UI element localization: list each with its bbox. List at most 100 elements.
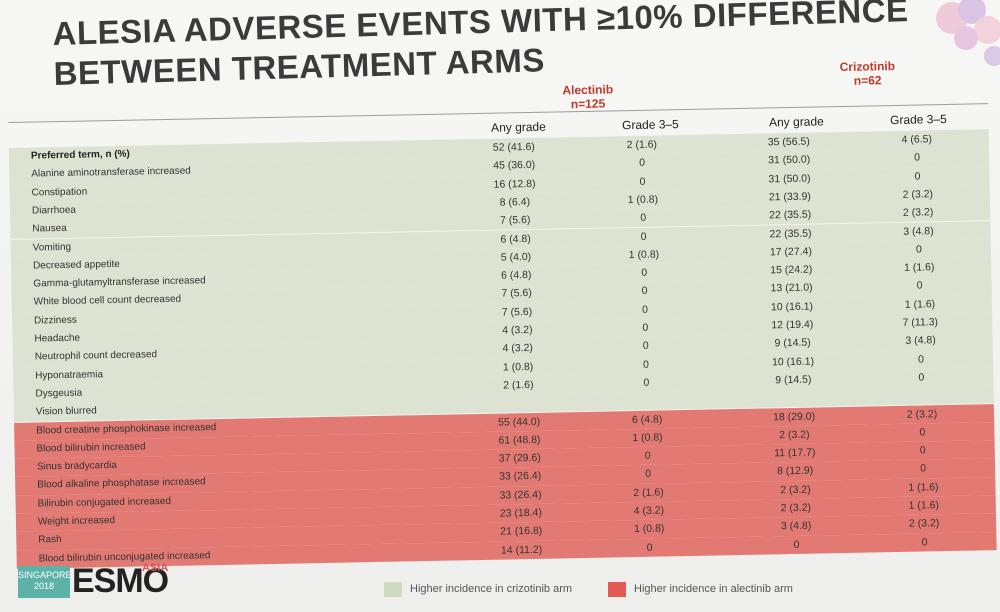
cell-crizotinib-any: 9 (14.5) <box>774 336 811 350</box>
cell-alectinib-any: 4 (3.2) <box>502 342 533 355</box>
cell-crizotinib-any: 12 (19.4) <box>771 318 814 332</box>
cell-crizotinib-grade: 1 (1.6) <box>903 261 935 274</box>
cell-alectinib-any: 2 (1.6) <box>503 378 534 392</box>
logo-line-2: 2018 <box>33 581 55 591</box>
cell-crizotinib-grade: 0 <box>914 151 921 164</box>
cell-crizotinib-any: 35 (56.5) <box>767 135 810 149</box>
cell-crizotinib-grade: 0 <box>918 371 925 384</box>
legend-label-green: Higher incidence in crizotinib arm <box>410 583 573 595</box>
cell-alectinib-grade: 0 <box>646 541 653 554</box>
cell-crizotinib-grade: 3 (4.8) <box>903 224 934 238</box>
cell-crizotinib-grade: 0 <box>916 279 923 292</box>
cell-alectinib-any <box>484 394 554 395</box>
cell-alectinib-any: 4 (3.2) <box>502 323 533 337</box>
cell-alectinib-grade: 0 <box>641 266 648 279</box>
cell-crizotinib-any: 31 (50.0) <box>768 172 811 186</box>
term-name: Dizziness <box>33 314 77 327</box>
esmo-asia-logo: SINGAPORE 2018 ESMO ASIA <box>18 562 169 604</box>
cell-alectinib-grade: 2 (1.6) <box>633 486 664 499</box>
term-name: White blood cell count decreased <box>33 294 182 308</box>
cell-crizotinib-any: 10 (16.1) <box>771 355 815 368</box>
cell-crizotinib-any: 18 (29.0) <box>772 410 816 423</box>
cell-alectinib-any: 33 (26.4) <box>499 488 542 502</box>
cell-crizotinib-any: 8 (12.9) <box>776 465 814 478</box>
term-name: Sinus bradycardia <box>36 460 118 473</box>
cell-alectinib-any: 7 (5.6) <box>499 214 531 227</box>
cell-alectinib-grade: 6 (4.8) <box>631 412 663 426</box>
cell-alectinib-grade: 0 <box>641 303 649 316</box>
cell-alectinib-grade: 0 <box>639 175 646 188</box>
cell-alectinib-any: 52 (41.6) <box>492 140 535 154</box>
logo-location-box: SINGAPORE 2018 <box>18 566 72 598</box>
cell-alectinib-grade: 1 (0.8) <box>633 522 665 536</box>
legend-swatch-red <box>608 582 626 597</box>
col-header-alectinib-any: Any grade <box>490 119 546 135</box>
term-name: Headache <box>34 332 81 345</box>
cell-alectinib-grade <box>612 391 682 392</box>
cell-crizotinib-grade: 3 (4.8) <box>905 334 936 348</box>
cell-crizotinib-grade: 1 (1.6) <box>904 297 936 311</box>
cell-alectinib-any: 6 (4.8) <box>500 232 531 246</box>
cell-crizotinib-any: 10 (16.1) <box>770 300 814 314</box>
term-name: Blood bilirubin increased <box>36 441 146 455</box>
term-name: Weight increased <box>37 515 116 528</box>
cell-alectinib-grade: 0 <box>643 358 650 371</box>
cell-crizotinib-grade: 0 <box>914 170 921 183</box>
cell-alectinib-grade: 1 (0.8) <box>632 431 663 444</box>
term-name: Nausea <box>32 223 67 235</box>
legend-swatch-green <box>384 582 402 597</box>
cell-alectinib-any: 1 (0.8) <box>502 360 534 374</box>
cell-crizotinib-grade: 0 <box>919 426 926 439</box>
cell-alectinib-grade: 0 <box>644 449 651 462</box>
cell-crizotinib-any: 31 (50.0) <box>768 153 811 167</box>
cell-alectinib-grade: 2 (1.6) <box>626 138 658 152</box>
cell-alectinib-any: 33 (26.4) <box>499 470 542 484</box>
cell-crizotinib-any: 2 (3.2) <box>779 428 810 442</box>
term-name: Dysgeusia <box>35 387 83 400</box>
cell-alectinib-grade: 0 <box>643 376 650 389</box>
cell-crizotinib-grade: 2 (3.2) <box>906 407 938 421</box>
legend-label-red: Higher incidence in alectinib arm <box>634 583 793 595</box>
cell-crizotinib-grade: 1 (1.6) <box>908 480 939 494</box>
cell-alectinib-any: 6 (4.8) <box>501 269 532 282</box>
cell-alectinib-grade: 0 <box>640 211 647 225</box>
arm-n-alectinib: n=125 <box>570 96 606 112</box>
cell-alectinib-grade: 0 <box>640 230 647 243</box>
cell-crizotinib-grade: 7 (11.3) <box>902 316 939 329</box>
cell-alectinib-any: 45 (36.0) <box>493 159 536 172</box>
adverse-events-table: Alectinib n=125 Crizotinib n=62 Any grad… <box>8 59 997 569</box>
term-name: Bilirubin conjugated increased <box>37 495 172 510</box>
cell-alectinib-any: 23 (18.4) <box>499 506 543 520</box>
cell-crizotinib-any: 0 <box>793 538 800 551</box>
col-header-alectinib-grade: Grade 3–5 <box>621 117 679 133</box>
logo-line-1: SINGAPORE <box>18 570 72 580</box>
cell-alectinib-any: 7 (5.6) <box>501 287 532 300</box>
cell-crizotinib-any: 15 (24.2) <box>770 263 813 277</box>
cell-crizotinib-grade: 2 (3.2) <box>902 188 934 201</box>
term-name: Decreased appetite <box>32 258 120 272</box>
cell-crizotinib-any: 11 (17.7) <box>774 446 816 460</box>
cell-crizotinib-any: 22 (35.5) <box>769 227 812 240</box>
cell-alectinib-grade: 0 <box>645 468 652 481</box>
cell-alectinib-grade: 0 <box>642 321 649 334</box>
arm-n-crizotinib: n=62 <box>853 73 882 88</box>
cell-alectinib-any: 21 (16.8) <box>500 525 543 538</box>
cell-alectinib-any: 61 (48.8) <box>498 433 541 447</box>
col-header-crizotinib-grade: Grade 3–5 <box>889 111 947 128</box>
cell-crizotinib-grade: 0 <box>917 353 925 366</box>
cell-alectinib-any: 5 (4.0) <box>500 250 532 264</box>
cell-crizotinib-grade: 0 <box>921 536 928 549</box>
term-name: Vision blurred <box>35 405 97 418</box>
term-name: Vomiting <box>32 241 72 254</box>
cell-crizotinib-any: 21 (33.9) <box>768 190 811 204</box>
cell-crizotinib-grade: 0 <box>915 243 922 256</box>
cell-crizotinib-grade: 2 (3.2) <box>902 206 934 220</box>
cell-alectinib-any: 16 (12.8) <box>493 177 536 191</box>
term-header: Preferred term, n (%) <box>30 148 130 162</box>
flower-decoration-icon <box>936 0 1000 66</box>
cell-crizotinib-grade: 0 <box>919 444 926 457</box>
cell-alectinib-grade: 0 <box>639 157 646 170</box>
cell-alectinib-grade: 1 (0.8) <box>628 248 660 261</box>
cell-crizotinib-grade: 0 <box>920 462 927 475</box>
